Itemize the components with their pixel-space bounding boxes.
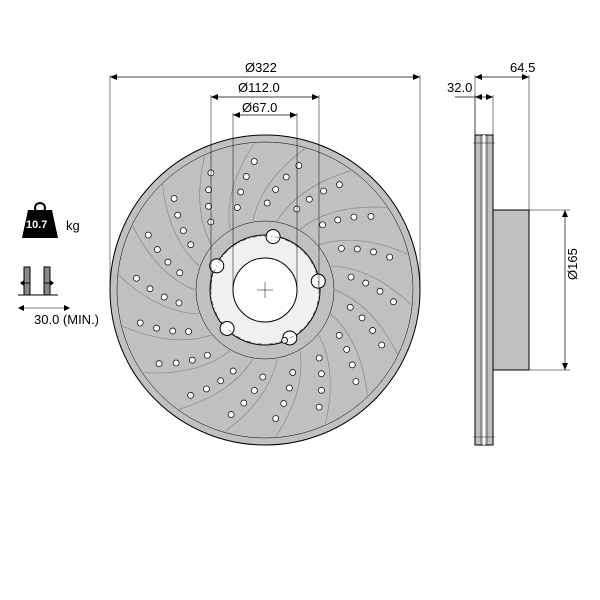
thickness-gauge-icon bbox=[18, 265, 68, 301]
drawing-canvas: TEXTAR Ø322 Ø112.0 Ø67.0 64.5 32.0 Ø165 … bbox=[0, 0, 600, 600]
disc-front-view bbox=[0, 0, 600, 600]
weight-value: 10.7 bbox=[26, 219, 47, 231]
